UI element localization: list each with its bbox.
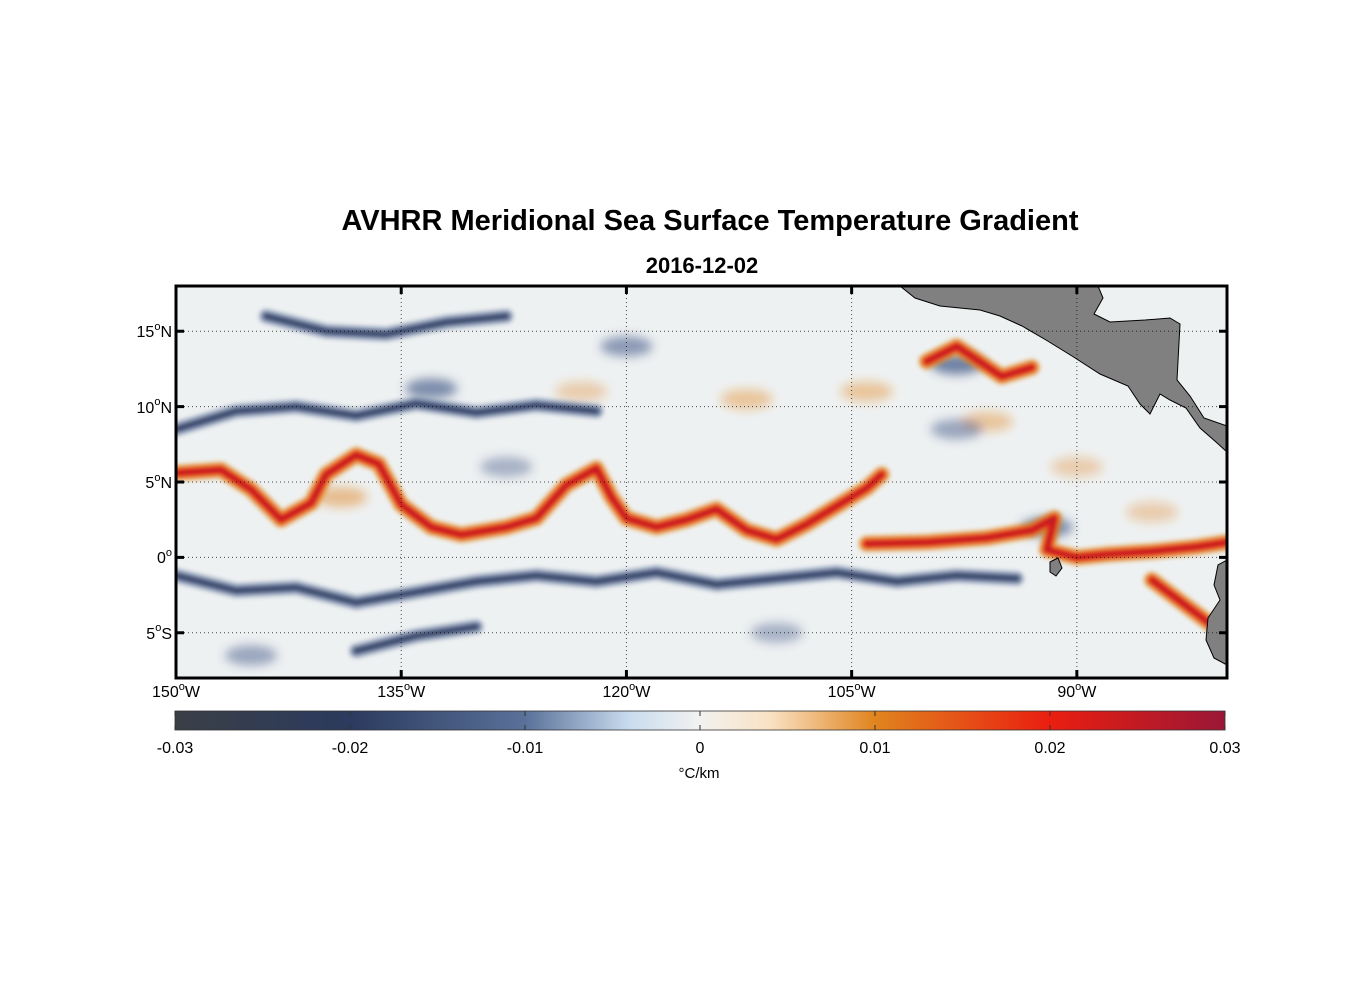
colorbar-ticks [174,711,1226,730]
lon-label: 105oW [827,680,876,701]
colorbar-tick-label: -0.02 [331,740,369,757]
field-patch-12 [225,645,278,666]
field-patch-8 [930,419,983,440]
lon-label: 135oW [377,680,426,701]
field-patch-1 [720,389,773,410]
front-neg-core-6 [353,623,480,654]
front-neg-core-5 [176,400,600,433]
lat-label: 0o [156,547,172,568]
front-peak-2 [925,344,1034,378]
lon-label: 90oW [1057,680,1097,701]
ocean-background [176,286,1227,678]
field-patch-11 [315,487,368,508]
chart-subtitle: 2016-12-02 [645,253,759,278]
front-peak-0 [176,453,884,541]
sst-gradient-field [176,309,1227,666]
colorbar-tick-label: 0.03 [1209,740,1241,757]
galapagos-island [1049,557,1063,577]
colorbar-tick-label: 0.02 [1034,740,1066,757]
field-patch-6 [405,378,458,399]
lat-label: 5oS [146,622,172,643]
colorbar-units: °C/km [678,765,720,782]
front-neg-core-7 [263,313,510,338]
colorbar-tick-label: 0.01 [859,740,891,757]
front-neg-core-4 [176,569,1020,606]
colorbar-tick-label: 0 [695,740,705,757]
map-frame [174,284,1229,680]
south-america-land [1205,559,1227,666]
field-patch-2 [840,381,893,402]
lat-label: 5oN [145,471,172,492]
colorbar-tick-label: -0.01 [506,740,544,757]
colorbar-tick-label: -0.03 [156,740,194,757]
front-peak-3 [1150,578,1214,627]
lat-label: 10oN [136,396,172,417]
field-patch-0 [555,381,608,402]
lon-label: 150oW [152,680,200,701]
central-america-land [899,286,1227,453]
land-mask [899,286,1227,666]
front-peak-1 [865,516,1227,559]
chart-title: AVHRR Meridional Sea Surface Temperature… [341,205,1079,237]
lon-label: 120oW [602,680,651,701]
lat-label: 15oN [136,320,172,342]
field-patch-14 [480,456,533,477]
field-patch-5 [1125,502,1178,523]
